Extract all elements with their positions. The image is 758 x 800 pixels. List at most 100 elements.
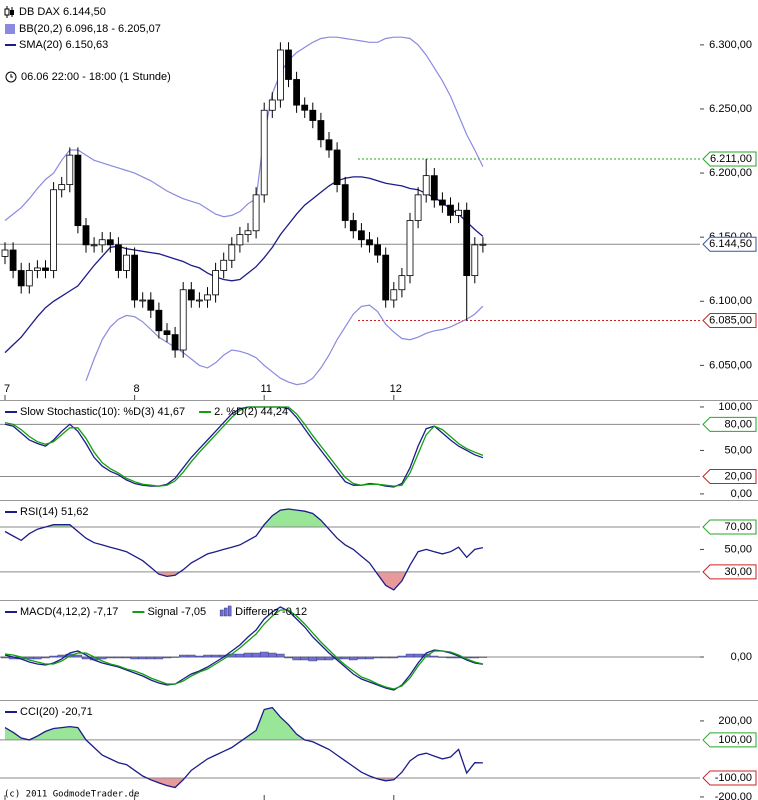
plot: 6.300,006.250,006.200,006.150,006.100,00…: [0, 36, 757, 800]
histogram-bar: [300, 656, 309, 661]
candle-body: [187, 289, 195, 301]
histogram-bar: [130, 656, 139, 660]
histogram-bar: [478, 656, 488, 658]
level-label: 20,00: [724, 470, 752, 482]
candle-body: [357, 230, 365, 241]
candle-body: [147, 299, 155, 311]
main-legend: DB DAX 6.144,50 BB(20,2) 6.096,18 - 6.20…: [4, 6, 171, 83]
level-label: -100,00: [715, 772, 752, 784]
histogram-bar: [430, 655, 439, 658]
clock-icon: [5, 71, 17, 83]
candle-body: [66, 154, 74, 186]
legend-entry: SMA(20) 6.150,63: [19, 39, 108, 51]
level-label: 6.085,00: [709, 314, 752, 326]
candle-body: [398, 275, 406, 291]
histogram-bar: [292, 656, 301, 661]
legend-icon: [10, 10, 14, 15]
clock-icon: [10, 74, 13, 78]
histogram-bar: [284, 656, 293, 659]
candle-body: [171, 334, 179, 351]
candle-body: [382, 254, 390, 301]
plot-area: [0, 706, 700, 789]
histogram-bar: [146, 656, 156, 660]
histogram-bar: [41, 656, 50, 659]
histogram-bar: [446, 656, 455, 659]
y-tick-label: 6.200,00: [709, 167, 752, 179]
candle-body: [293, 79, 301, 106]
histogram-bar: [195, 655, 204, 658]
candle-body: [163, 330, 171, 336]
candle-body: [228, 244, 236, 261]
histogram-bar: [170, 656, 180, 658]
histogram-bar: [470, 656, 479, 659]
candle-body: [268, 99, 276, 111]
histogram-bar: [97, 656, 107, 660]
candle-body: [90, 244, 98, 247]
legend-entry: RSI(14) 51,62: [20, 506, 88, 518]
histogram-bar: [114, 656, 123, 659]
candle-body: [414, 194, 422, 221]
bollinger-lower: [85, 304, 484, 386]
level-label-box: [702, 416, 757, 432]
panel-separators: [0, 400, 758, 701]
candle-body: [50, 189, 57, 271]
candle-body: [212, 270, 220, 296]
histogram-bar: [73, 654, 83, 658]
histogram-bar: [211, 654, 220, 658]
x-tick-label: 7: [4, 383, 10, 395]
y-tick-label: 50,00: [724, 444, 752, 456]
legend-icon: [223, 607, 228, 617]
candle-body: [9, 249, 17, 271]
legend-title: DB DAX 6.144,50: [19, 6, 106, 18]
histogram-bar: [389, 656, 398, 659]
legend-entry: Differenz -0,12: [235, 606, 307, 618]
y-tick-label: 0,00: [731, 651, 752, 663]
histogram-bar: [162, 656, 172, 659]
indicator-line: [4, 609, 484, 690]
legend-icon: [219, 609, 224, 617]
legend-entry: 2. %D(2) 44,24: [214, 406, 288, 418]
candle-body: [366, 239, 373, 246]
histogram-bar: [397, 655, 407, 658]
histogram-bar: [203, 654, 212, 658]
indicator-line: [4, 606, 483, 691]
histogram-bar: [122, 656, 131, 659]
histogram-bar: [187, 654, 196, 658]
level-fill-group: [156, 571, 407, 590]
legend-entry: Signal -7,05: [147, 606, 206, 618]
sma-line: [4, 176, 484, 354]
candle-body: [406, 220, 414, 277]
candle-body: [349, 220, 357, 232]
y-tick-label: 200,00: [718, 715, 752, 727]
candle-body: [220, 259, 228, 271]
candle-body: [479, 243, 487, 246]
plot-area: [0, 606, 700, 691]
candle-body: [333, 149, 341, 186]
level-label-box: [702, 151, 757, 167]
footer: (c) 2011 GodmodeTrader.de: [4, 790, 139, 800]
plot-area: [0, 36, 700, 386]
candle-body: [34, 267, 41, 271]
candle-body: [179, 289, 187, 351]
candle-body: [438, 199, 446, 206]
candle-body: [463, 209, 471, 277]
panel: 200,00 -200,00 CCI(20) -20,71 100,00 -100,00: [0, 706, 757, 800]
candle-body: [325, 139, 333, 151]
subtitle: 06.06 22:00 - 18:00 (1 Stunde): [21, 71, 171, 83]
histogram-bar: [365, 656, 374, 660]
histogram-bar: [357, 656, 366, 660]
histogram-bar: [373, 656, 382, 659]
candle-body: [430, 175, 438, 201]
level-label-box: [702, 732, 757, 748]
level-label: 80,00: [724, 418, 752, 430]
candle-body: [98, 239, 106, 246]
level-label-box: [702, 564, 757, 580]
candle-body: [139, 299, 147, 302]
level-label-box: [702, 313, 757, 329]
histogram-bar: [154, 656, 164, 660]
legend-entry: BB(20,2) 6.096,18 - 6.205,07: [19, 23, 161, 35]
histogram-bar: [381, 656, 390, 659]
level-label: 30,00: [724, 566, 752, 578]
